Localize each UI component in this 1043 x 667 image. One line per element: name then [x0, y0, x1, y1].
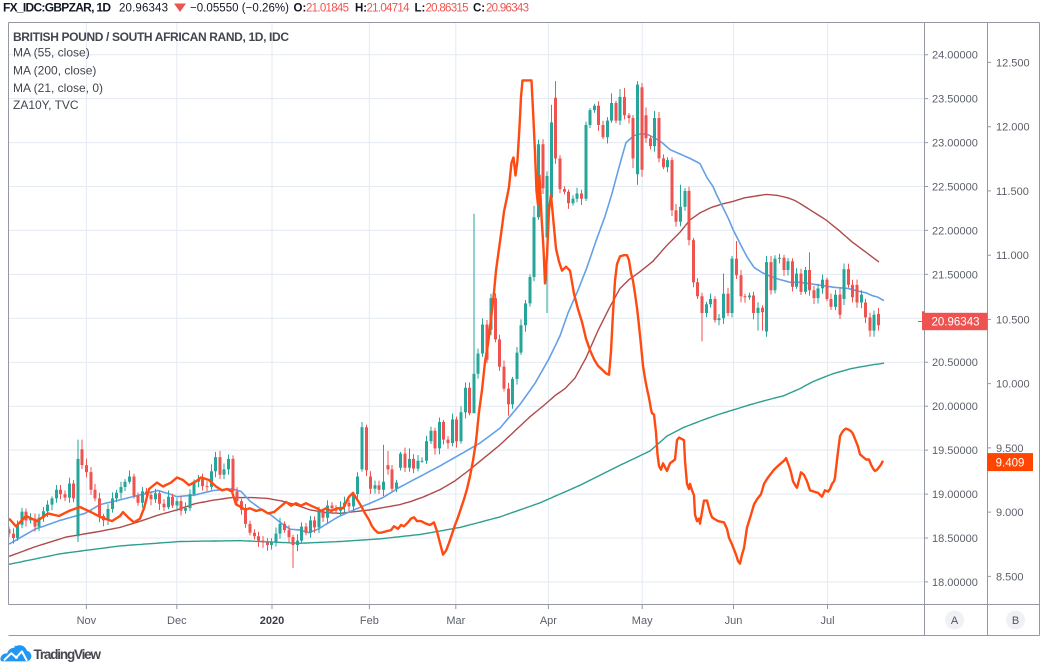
svg-text:20.00000: 20.00000 — [932, 401, 978, 413]
svg-text:9.000: 9.000 — [996, 507, 1024, 519]
svg-text:20.50000: 20.50000 — [932, 357, 978, 369]
svg-text:Mar: Mar — [446, 615, 465, 627]
svg-text:20.96343: 20.96343 — [932, 317, 980, 329]
svg-text:12.000: 12.000 — [996, 122, 1030, 134]
svg-text:20.86315: 20.86315 — [426, 3, 469, 15]
svg-text:9.409: 9.409 — [996, 457, 1025, 469]
svg-text:Jun: Jun — [725, 615, 743, 627]
svg-text:24.00000: 24.00000 — [932, 50, 978, 62]
svg-text:9.500: 9.500 — [996, 443, 1024, 455]
svg-text:23.50000: 23.50000 — [932, 94, 978, 106]
svg-text:MA (200, close): MA (200, close) — [13, 64, 96, 78]
svg-text:−0.05550 (−0.26%): −0.05550 (−0.26%) — [190, 3, 289, 15]
svg-text:10.500: 10.500 — [996, 314, 1030, 326]
svg-text:22.50000: 22.50000 — [932, 182, 978, 194]
svg-text:19.50000: 19.50000 — [932, 445, 978, 457]
svg-text:Feb: Feb — [360, 615, 379, 627]
svg-text:10.000: 10.000 — [996, 379, 1030, 391]
svg-text:2020: 2020 — [260, 615, 284, 627]
svg-text:BRITISH POUND / SOUTH AFRICAN: BRITISH POUND / SOUTH AFRICAN RAND, 1D, … — [13, 30, 289, 44]
svg-text:20.96343: 20.96343 — [486, 3, 529, 15]
svg-text:22.00000: 22.00000 — [932, 225, 978, 237]
svg-text:Apr: Apr — [540, 615, 557, 627]
svg-text:FX_IDC:GBPZAR, 1D: FX_IDC:GBPZAR, 1D — [3, 1, 111, 15]
svg-text:21.04714: 21.04714 — [367, 3, 411, 15]
svg-text:Jul: Jul — [820, 615, 834, 627]
svg-text:21.50000: 21.50000 — [932, 269, 978, 281]
svg-text:12.500: 12.500 — [996, 57, 1030, 69]
svg-text:19.00000: 19.00000 — [932, 489, 978, 501]
svg-text:Dec: Dec — [167, 615, 187, 627]
svg-text:MA (21, close, 0): MA (21, close, 0) — [13, 81, 103, 95]
svg-text:Nov: Nov — [77, 615, 97, 627]
svg-text:20.96343: 20.96343 — [119, 3, 168, 15]
svg-text:23.00000: 23.00000 — [932, 138, 978, 150]
svg-text:21.01845: 21.01845 — [306, 3, 349, 15]
svg-text:TradingView: TradingView — [34, 647, 102, 662]
svg-text:8.500: 8.500 — [996, 571, 1024, 583]
svg-text:11.000: 11.000 — [996, 250, 1029, 262]
svg-text:May: May — [632, 615, 653, 627]
svg-text:B: B — [1012, 615, 1019, 627]
svg-text:18.50000: 18.50000 — [932, 533, 978, 545]
svg-text:11.500: 11.500 — [996, 186, 1029, 198]
svg-text:MA (55, close): MA (55, close) — [13, 46, 90, 60]
svg-text:18.00000: 18.00000 — [932, 577, 978, 589]
svg-text:A: A — [951, 615, 959, 627]
svg-text:ZA10Y, TVC: ZA10Y, TVC — [13, 98, 79, 112]
